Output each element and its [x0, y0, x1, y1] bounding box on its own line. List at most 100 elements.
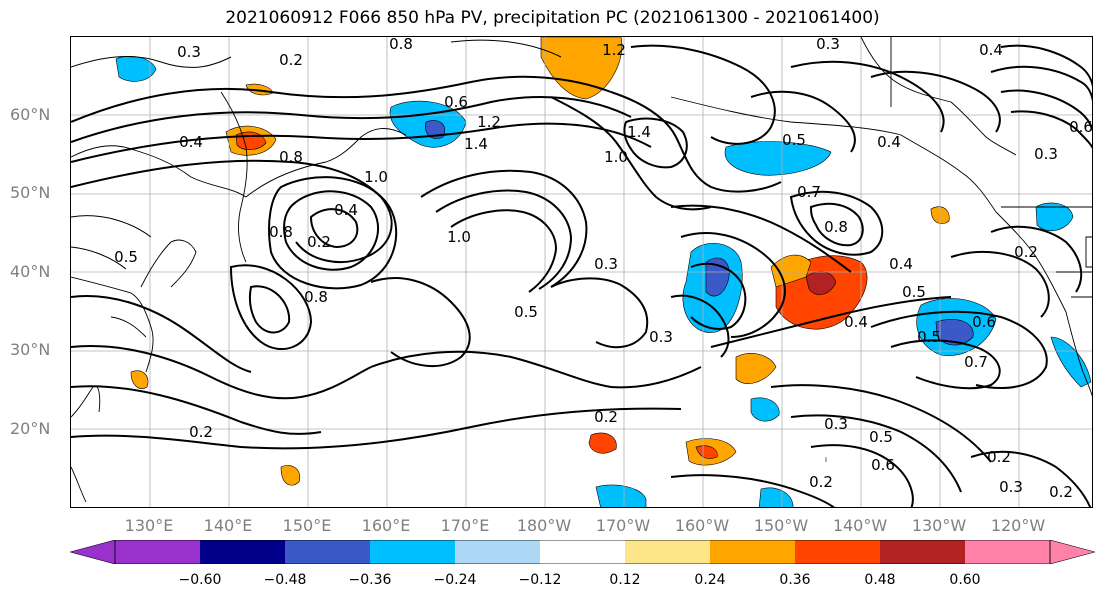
contour-label: 0.3: [1034, 145, 1058, 163]
coastlines: [71, 37, 1092, 503]
contour-label: 0.3: [816, 37, 840, 53]
colorbar-tick-label: 0.36: [779, 572, 811, 588]
precip-patch: [588, 432, 617, 454]
contour-label: 0.3: [177, 43, 201, 61]
contour-label: 0.2: [279, 51, 303, 69]
contour-label: 0.5: [782, 131, 806, 149]
contour-label: 0.2: [189, 423, 213, 441]
lon-label-160e: 160°E: [361, 516, 411, 535]
colorbar-bin: [880, 540, 965, 564]
contour-label: 0.4: [877, 133, 901, 151]
contour-label: 1.2: [477, 113, 501, 131]
lat-label-30n: 30°N: [10, 340, 51, 359]
contour-label: 0.7: [797, 183, 821, 201]
contour-label: 0.2: [809, 473, 833, 491]
lat-label-60n: 60°N: [10, 105, 51, 124]
contour-label: 0.8: [279, 148, 303, 166]
precip-patch: [595, 484, 647, 507]
colorbar-bin: [200, 540, 285, 564]
contour-label: 0.3: [594, 255, 618, 273]
precip-patch: [750, 397, 780, 422]
contour-label: 1.0: [364, 168, 388, 186]
precip-patch: [1035, 202, 1074, 232]
colorbar-tick-label: −0.12: [518, 572, 562, 588]
contour-label: 0.2: [594, 408, 618, 426]
contour-label: 0.5: [514, 303, 538, 321]
lon-label-160w: 160°W: [674, 516, 730, 535]
lat-label-50n: 50°N: [10, 183, 51, 202]
colorbar-bin: [540, 540, 625, 564]
precip-patch: [280, 465, 301, 486]
precip-patch: [695, 445, 718, 459]
contour-label: 0.5: [114, 248, 138, 266]
colorbar-bin: [370, 540, 455, 564]
colorbar-bin: [965, 540, 1050, 564]
contour-label: 0.3: [649, 328, 673, 346]
contour-label: 0.6: [871, 456, 895, 474]
contour-label: 0.8: [824, 218, 848, 236]
colorbar-tick-label: 0.48: [864, 572, 896, 588]
contour-label: 1.4: [627, 123, 651, 141]
lat-label-40n: 40°N: [10, 262, 51, 281]
contour-label: 0.6: [444, 93, 468, 111]
contour-label: 0.4: [844, 313, 868, 331]
map-canvas: 0.3 0.2 0.8 1.2 0.3 0.4 0.6 0.6 0.4 1.2 …: [71, 37, 1093, 507]
contour-label: 0.7: [964, 353, 988, 371]
precip-patch: [758, 487, 794, 507]
colorbar-tick-label: −0.24: [433, 572, 477, 588]
colorbar: [70, 540, 1095, 564]
contour-label: 0.4: [334, 201, 358, 219]
colorbar-bin: [115, 540, 200, 564]
colorbar-tick-label: −0.60: [178, 572, 222, 588]
map-panel: 0.3 0.2 0.8 1.2 0.3 0.4 0.6 0.6 0.4 1.2 …: [70, 36, 1093, 508]
map-title: 2021060912 F066 850 hPa PV, precipitatio…: [225, 8, 880, 28]
precip-patch: [540, 37, 623, 100]
colorbar-tick-label: −0.36: [348, 572, 392, 588]
colorbar-tick-label: −0.48: [263, 572, 307, 588]
lon-label-120w: 120°W: [990, 516, 1046, 535]
lat-label-20n: 20°N: [10, 419, 51, 438]
colorbar-bin: [795, 540, 880, 564]
contour-label: 0.5: [869, 428, 893, 446]
colorbar-bin: [285, 540, 370, 564]
contour-label: 0.2: [1014, 243, 1038, 261]
pv-contours-thin: [71, 39, 562, 270]
colorbar-bin: [455, 540, 540, 564]
lon-label-170e: 170°E: [440, 516, 490, 535]
lon-label-170w: 170°W: [595, 516, 651, 535]
contour-label: 0.5: [902, 283, 926, 301]
lon-label-130e: 130°E: [124, 516, 174, 535]
precip-patch: [130, 370, 149, 389]
pv-contours: [71, 44, 1092, 507]
contour-label: 0.4: [179, 133, 203, 151]
contour-label: 0.4: [979, 41, 1003, 59]
contour-label: 0.2: [1049, 483, 1073, 501]
contour-label: 0.8: [304, 288, 328, 306]
colorbar-extend-high: [1049, 540, 1095, 564]
lon-label-150e: 150°E: [282, 516, 332, 535]
contour-label: 0.8: [269, 223, 293, 241]
contour-labels: 0.3 0.2 0.8 1.2 0.3 0.4 0.6 0.6 0.4 1.2 …: [114, 37, 1093, 501]
contour-label: 0.4: [889, 255, 913, 273]
lon-label-130w: 130°W: [911, 516, 967, 535]
colorbar-tick-label: 0.60: [949, 572, 981, 588]
contour-label: 1.2: [602, 41, 626, 59]
colorbar-tick-label: 0.12: [609, 572, 641, 588]
contour-label: 0.3: [824, 415, 848, 433]
precip-patch: [724, 141, 832, 176]
contour-label: 0.6: [1069, 118, 1093, 136]
lon-label-150w: 150°W: [753, 516, 809, 535]
colorbar-bin: [710, 540, 795, 564]
contour-label: 0.5: [917, 328, 941, 346]
contour-label: 0.6: [972, 313, 996, 331]
contour-label: 0.2: [987, 448, 1011, 466]
precip-patch: [735, 353, 777, 384]
lon-label-140w: 140°W: [832, 516, 888, 535]
colorbar-extend-low: [70, 540, 116, 564]
contour-label: 0.8: [389, 37, 413, 53]
contour-label: 1.0: [447, 228, 471, 246]
precip-patch: [770, 254, 812, 288]
contour-label: 1.0: [604, 148, 628, 166]
contour-label: 0.2: [307, 233, 331, 251]
lon-label-180w: 180°W: [516, 516, 572, 535]
